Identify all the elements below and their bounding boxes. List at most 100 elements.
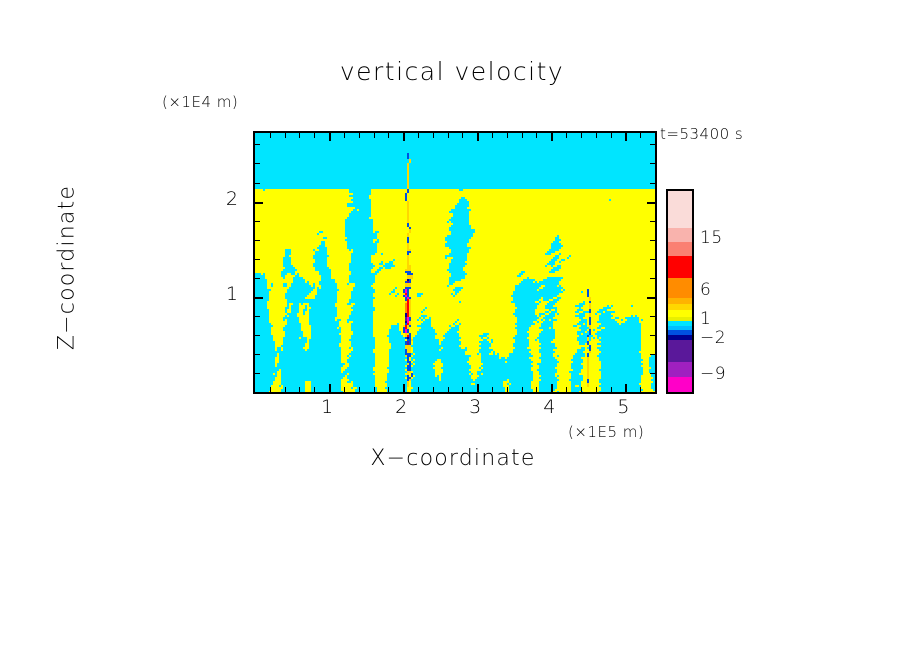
y-axis-tick: [255, 182, 260, 184]
x-axis-tick: [373, 387, 375, 392]
x-axis-tick: [447, 387, 449, 392]
x-axis-tick: [388, 387, 390, 392]
x-axis-tick: [506, 387, 508, 392]
x-axis-tick-label: 1: [321, 396, 334, 418]
colorbar-band: [668, 298, 692, 304]
y-axis-tick-right: [650, 315, 655, 317]
x-axis-tick: [492, 387, 494, 392]
x-axis-tick-top: [625, 133, 628, 141]
x-axis-tick-label: 5: [617, 396, 630, 418]
x-axis-tick-top: [551, 133, 554, 141]
colorbar-tick-label: −2: [700, 328, 727, 348]
x-axis-tick: [551, 384, 554, 392]
colorbar-tick-label: 6: [700, 280, 712, 300]
x-axis-tick-top: [269, 133, 271, 138]
y-axis-tick-right: [650, 163, 655, 165]
y-axis-tick-right: [650, 144, 655, 146]
x-axis-tick-top: [299, 133, 301, 138]
y-axis-tick: [255, 372, 260, 374]
colorbar-band: [668, 191, 692, 228]
x-axis-tick-top: [432, 133, 434, 138]
x-axis-tick-top: [492, 133, 494, 138]
x-axis-tick-top: [358, 133, 360, 138]
x-axis-tick: [610, 387, 612, 392]
colorbar-tick-label: −9: [700, 364, 727, 384]
x-axis-tick-top: [640, 133, 642, 138]
y-axis-tick: [255, 144, 260, 146]
x-axis-tick-top: [610, 133, 612, 138]
colorbar-band: [668, 321, 692, 326]
x-axis-tick-top: [417, 133, 419, 138]
y-axis-tick: [255, 220, 260, 222]
x-axis-tick-label: 2: [395, 396, 408, 418]
x-axis-tick: [299, 387, 301, 392]
colorbar-band: [668, 228, 692, 242]
x-axis-tick: [625, 384, 628, 392]
x-axis-tick-top: [373, 133, 375, 138]
z-axis-unit-label: (×1E4 m): [162, 93, 239, 111]
colorbar: [666, 189, 694, 394]
x-axis-title: X−coordinate: [370, 446, 536, 471]
contour-plot-area: [253, 131, 657, 394]
x-axis-tick: [521, 387, 523, 392]
x-axis-tick: [403, 384, 406, 392]
x-axis-tick-top: [447, 133, 449, 138]
x-axis-tick: [329, 384, 332, 392]
x-axis-tick: [595, 387, 597, 392]
y-axis-tick-right: [650, 258, 655, 260]
y-axis-tick-right: [650, 353, 655, 355]
x-axis-tick: [566, 387, 568, 392]
y-axis-tick-right: [650, 182, 655, 184]
x-axis-tick-top: [462, 133, 464, 138]
x-axis-tick: [432, 387, 434, 392]
y-axis-tick: [255, 163, 260, 165]
x-axis-tick: [284, 387, 286, 392]
x-axis-tick-top: [403, 133, 406, 141]
x-axis-tick-top: [506, 133, 508, 138]
y-axis-tick: [255, 201, 263, 204]
colorbar-band: [668, 317, 692, 321]
x-axis-tick: [343, 387, 345, 392]
x-axis-tick-top: [388, 133, 390, 138]
x-axis-tick: [580, 387, 582, 392]
x-axis-tick-label: 3: [469, 396, 482, 418]
x-axis-tick-top: [314, 133, 316, 138]
x-axis-tick-top: [284, 133, 286, 138]
colorbar-band: [668, 310, 692, 317]
y-axis-tick-right: [650, 277, 655, 279]
velocity-field-image: [255, 133, 655, 392]
colorbar-band: [668, 242, 692, 256]
x-axis-tick-top: [477, 133, 480, 141]
x-axis-tick: [358, 387, 360, 392]
x-axis-tick: [536, 387, 538, 392]
y-axis-tick-right: [647, 296, 655, 299]
x-axis-tick: [477, 384, 480, 392]
colorbar-band: [668, 340, 692, 362]
x-axis-tick-label: 4: [543, 396, 556, 418]
y-axis-title: Z−coordinate: [54, 184, 80, 351]
y-axis-tick-label: 1: [225, 282, 238, 305]
y-axis-tick-label: 2: [225, 187, 238, 210]
y-axis-tick: [255, 258, 260, 260]
y-axis-tick: [255, 334, 260, 336]
y-axis-tick-right: [650, 220, 655, 222]
x-axis-tick: [417, 387, 419, 392]
x-axis-unit-label: (×1E5 m): [568, 423, 645, 441]
x-axis-tick-top: [595, 133, 597, 138]
x-axis-tick: [640, 387, 642, 392]
y-axis-tick: [255, 296, 263, 299]
x-axis-tick-top: [566, 133, 568, 138]
colorbar-band: [668, 377, 692, 392]
y-axis-tick-right: [647, 201, 655, 204]
y-axis-tick: [255, 277, 260, 279]
x-axis-tick-top: [343, 133, 345, 138]
y-axis-tick: [255, 353, 260, 355]
colorbar-band: [668, 256, 692, 278]
colorbar-band: [668, 335, 692, 340]
y-axis-tick: [255, 315, 260, 317]
y-axis-tick-right: [650, 334, 655, 336]
colorbar-band: [668, 278, 692, 298]
page-title: vertical velocity: [339, 57, 565, 86]
colorbar-band: [668, 304, 692, 310]
